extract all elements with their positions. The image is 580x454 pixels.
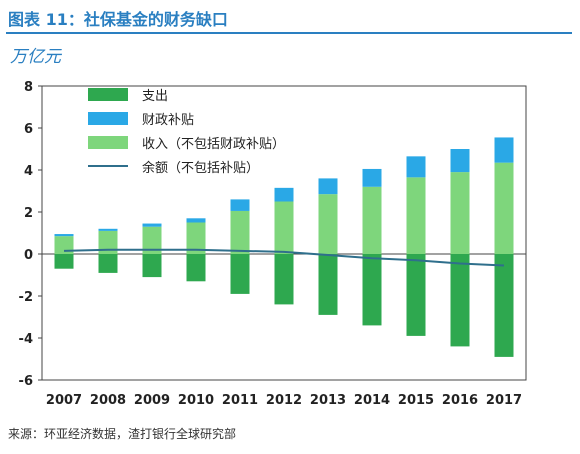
legend-label-balance: 余额（不包括补贴） — [142, 160, 260, 176]
legend-item-subsidy: 财政补贴 — [88, 106, 285, 130]
legend-swatch-expenditure — [88, 87, 128, 101]
expenditure-bar — [142, 254, 162, 278]
subsidy-bar — [186, 218, 206, 223]
income-bar — [98, 230, 118, 254]
subsidy-bar — [318, 178, 338, 195]
income-bar — [54, 236, 74, 254]
x-tick-label: 2007 — [46, 393, 82, 408]
subsidy-bar — [494, 137, 514, 163]
income-bar — [406, 177, 426, 254]
income-bar — [450, 172, 470, 254]
expenditure-bar — [230, 254, 250, 294]
subsidy-bar — [450, 149, 470, 173]
y-tick-label: -2 — [19, 290, 33, 305]
y-tick-label: 4 — [24, 164, 33, 179]
x-tick-label: 2010 — [178, 393, 214, 408]
y-tick-label: 0 — [24, 248, 33, 263]
expenditure-bar — [318, 254, 338, 315]
expenditure-bar — [406, 254, 426, 336]
plot-area — [41, 85, 527, 381]
subsidy-bar — [406, 156, 426, 178]
expenditure-bar — [54, 254, 74, 269]
legend-item-income: 收入（不包括财政补贴） — [88, 130, 285, 154]
expenditure-bar — [450, 254, 470, 347]
legend: 支出 财政补贴 收入（不包括财政补贴） 余额（不包括补贴） — [88, 82, 285, 178]
x-tick-label: 2017 — [486, 393, 522, 408]
y-tick-label: -4 — [19, 332, 33, 347]
y-tick-label: 6 — [24, 122, 33, 137]
chart-title: 图表 11：社保基金的财务缺口 — [8, 10, 228, 29]
subsidy-bar — [142, 223, 162, 227]
x-tick-label: 2013 — [310, 393, 346, 408]
x-tick-label: 2012 — [266, 393, 302, 408]
expenditure-bar — [186, 254, 206, 282]
legend-label-subsidy: 财政补贴 — [142, 112, 195, 128]
income-bar — [142, 226, 162, 254]
income-bar — [362, 186, 382, 254]
legend-label-expenditure: 支出 — [142, 88, 169, 104]
source-note: 来源：环亚经济数据，渣打银行全球研究部 — [8, 427, 237, 441]
y-tick-label: -6 — [19, 374, 33, 389]
legend-item-expenditure: 支出 — [88, 82, 285, 106]
balance-line — [63, 248, 505, 267]
subsidy-bar — [362, 168, 382, 187]
income-bar — [274, 201, 294, 254]
legend-swatch-income — [88, 135, 128, 149]
x-tick-label: 2015 — [398, 393, 434, 408]
x-tick-label: 2008 — [90, 393, 126, 408]
subsidy-bar — [230, 199, 250, 211]
expenditure-bar — [362, 254, 382, 326]
legend-swatch-balance — [88, 165, 128, 167]
income-bar — [230, 210, 250, 254]
legend-item-balance: 余额（不包括补贴） — [88, 154, 285, 178]
unit-label: 万亿元 — [10, 47, 61, 67]
income-bar — [494, 162, 514, 254]
subsidy-bar — [54, 234, 74, 237]
expenditure-bar — [494, 254, 514, 357]
income-bar — [318, 194, 338, 254]
x-tick-label: 2016 — [442, 393, 478, 408]
title-divider — [6, 32, 572, 34]
legend-label-income: 收入（不包括财政补贴） — [142, 136, 286, 152]
income-bar — [186, 222, 206, 254]
x-tick-label: 2014 — [354, 393, 390, 408]
y-tick-label: 8 — [24, 80, 33, 95]
y-tick-label: 2 — [24, 206, 33, 221]
x-tick-label: 2011 — [222, 393, 258, 408]
x-tick-label: 2009 — [134, 393, 170, 408]
expenditure-bar — [274, 254, 294, 305]
legend-swatch-subsidy — [88, 111, 128, 125]
subsidy-bar — [274, 187, 294, 202]
subsidy-bar — [98, 228, 118, 231]
expenditure-bar — [98, 254, 118, 273]
